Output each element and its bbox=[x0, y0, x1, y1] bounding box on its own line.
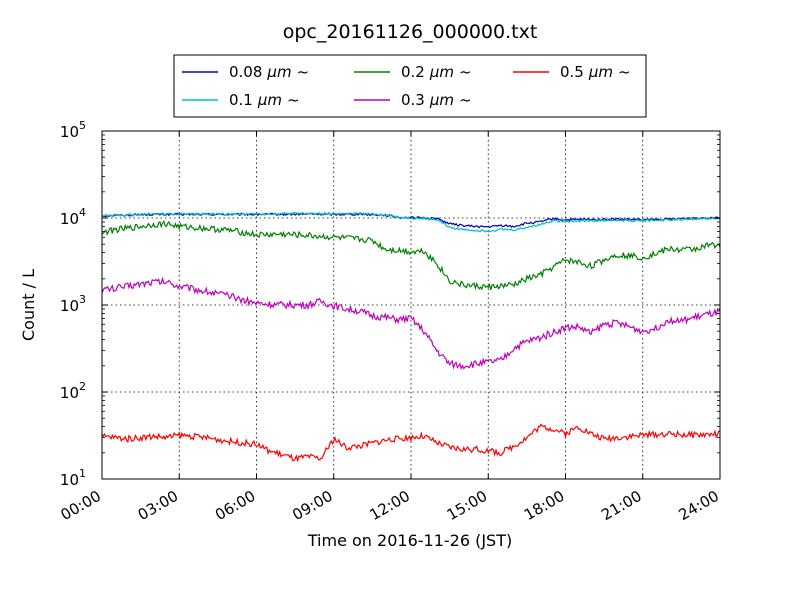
y-tick-label: 105 bbox=[60, 119, 86, 141]
legend-suffix: ~ bbox=[287, 91, 300, 109]
series-line bbox=[101, 220, 721, 291]
x-tick-label: 24:00 bbox=[676, 487, 722, 524]
legend-size: 0.2 bbox=[401, 63, 425, 81]
legend-size: 0.1 bbox=[229, 91, 253, 109]
legend-suffix: ~ bbox=[618, 63, 631, 81]
y-tick-label: 101 bbox=[60, 467, 86, 489]
y-tick-label: 102 bbox=[60, 380, 86, 402]
y-tick-base: 10 bbox=[60, 297, 79, 315]
legend-suffix: ~ bbox=[459, 63, 472, 81]
x-tick-label: 21:00 bbox=[598, 487, 644, 524]
legend-unit: μm bbox=[429, 91, 454, 109]
legend-label: 0.1 μm ~ bbox=[229, 91, 300, 109]
series-line bbox=[101, 423, 721, 463]
x-tick-labels: 00:00 03:00 06:00 09:00 12:00 15:00 18:00 21:00… bbox=[58, 487, 722, 524]
y-tick-base: 10 bbox=[60, 384, 79, 402]
legend-box bbox=[173, 54, 647, 118]
legend-label: 0.2 μm ~ bbox=[401, 63, 472, 81]
y-tick-exponent: 5 bbox=[79, 119, 86, 132]
y-tick-base: 10 bbox=[60, 123, 79, 141]
legend-size: 0.3 bbox=[401, 91, 425, 109]
y-tick-label: 104 bbox=[60, 206, 86, 228]
series-line bbox=[101, 211, 721, 233]
x-tick-label: 18:00 bbox=[521, 487, 567, 524]
y-tick-exponent: 3 bbox=[79, 293, 86, 306]
legend-label: 0.08 μm ~ bbox=[229, 63, 309, 81]
y-tick-exponent: 4 bbox=[79, 206, 86, 219]
series-lines bbox=[101, 211, 721, 463]
y-tick-exponent: 1 bbox=[79, 467, 86, 480]
x-tick-label: 00:00 bbox=[58, 487, 104, 524]
x-tick-label: 12:00 bbox=[367, 487, 413, 524]
y-axis-label: Count / L bbox=[19, 269, 38, 341]
legend-label: 0.5 μm ~ bbox=[560, 63, 631, 81]
legend: 0.08 μm ~0.1 μm ~0.2 μm ~0.3 μm ~0.5 μm ~ bbox=[173, 54, 647, 118]
x-axis-label: Time on 2016-11-26 (JST) bbox=[307, 531, 512, 550]
legend-suffix: ~ bbox=[297, 63, 310, 81]
legend-label: 0.3 μm ~ bbox=[401, 91, 472, 109]
axis-ticks bbox=[101, 130, 721, 480]
legend-unit: μm bbox=[257, 91, 282, 109]
chart-title: opc_20161126_000000.txt bbox=[283, 21, 538, 43]
x-tick-label: 06:00 bbox=[212, 487, 258, 524]
legend-suffix: ~ bbox=[459, 91, 472, 109]
x-tick-label: 09:00 bbox=[289, 487, 335, 524]
legend-size: 0.08 bbox=[229, 63, 262, 81]
y-tick-base: 10 bbox=[60, 471, 79, 489]
x-tick-label: 03:00 bbox=[135, 487, 181, 524]
plot-frame bbox=[101, 130, 721, 480]
legend-unit: μm bbox=[429, 63, 454, 81]
y-tick-label: 103 bbox=[60, 293, 86, 315]
legend-size: 0.5 bbox=[560, 63, 584, 81]
grid bbox=[102, 131, 720, 479]
legend-unit: μm bbox=[266, 63, 291, 81]
legend-unit: μm bbox=[588, 63, 613, 81]
y-tick-base: 10 bbox=[60, 210, 79, 228]
x-tick-label: 15:00 bbox=[444, 487, 490, 524]
y-tick-exponent: 2 bbox=[79, 380, 86, 393]
series-line bbox=[101, 276, 721, 371]
